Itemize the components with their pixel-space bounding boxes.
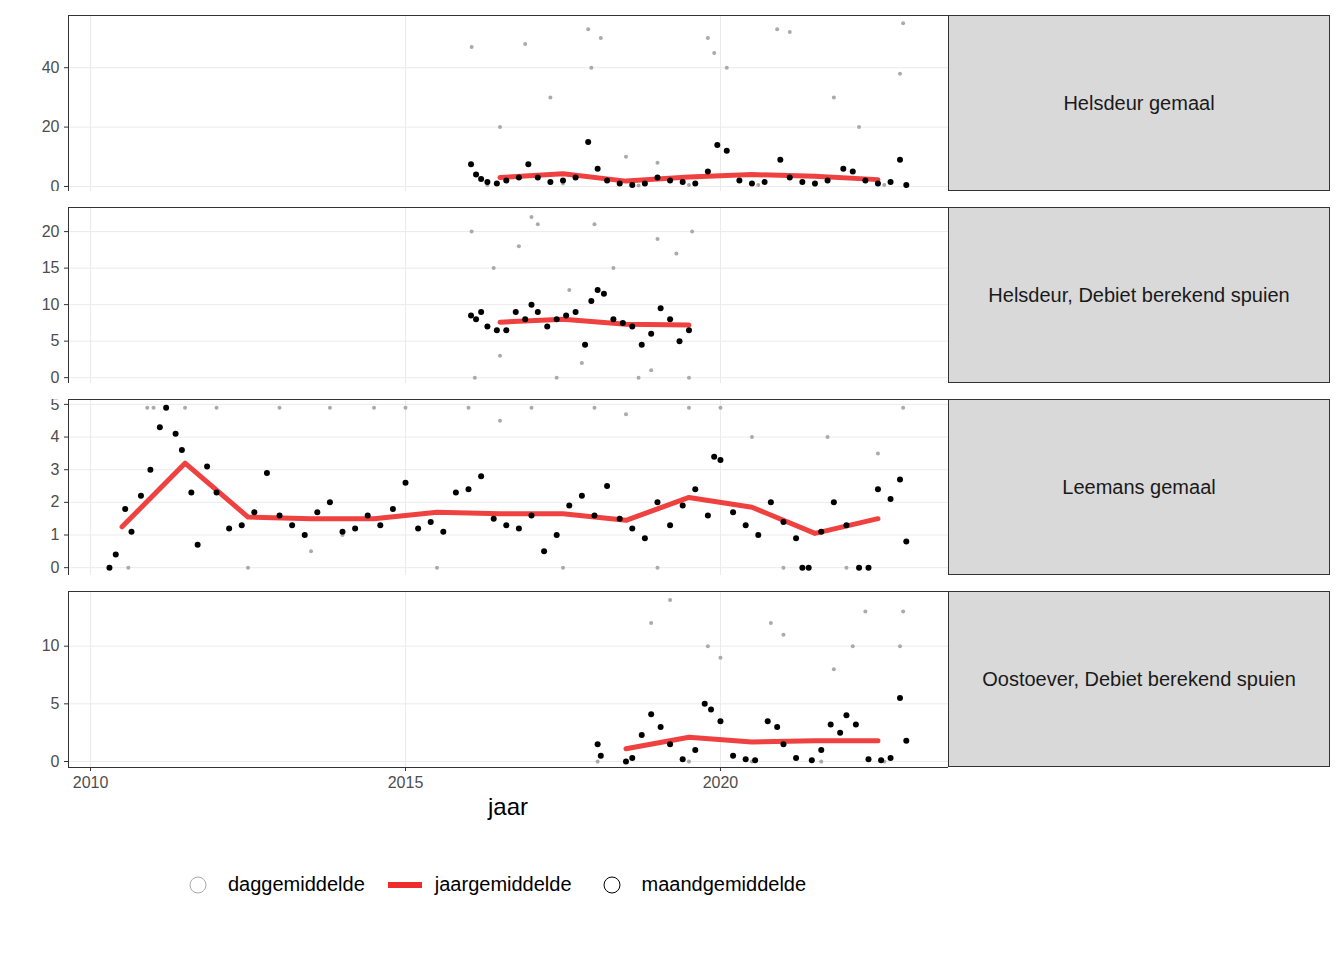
svg-text:4: 4	[51, 428, 60, 445]
html-text:jaar: jaar	[488, 793, 528, 820]
svg-text:3: 3	[51, 461, 60, 478]
svg-text:20: 20	[42, 118, 60, 135]
html-text:Oostoever, Debiet berekend spu: Oostoever, Debiet berekend spuien	[982, 667, 1296, 690]
svg-text:1: 1	[51, 526, 60, 543]
html-text:daggemiddelde: daggemiddelde	[228, 873, 365, 895]
html-text:Helsdeur gemaal: Helsdeur gemaal	[1063, 91, 1215, 114]
html-text:Leemans gemaal: Leemans gemaal	[1062, 475, 1216, 498]
svg-text:0: 0	[51, 369, 60, 383]
html-text:Helsdeur, Debiet berekend spui: Helsdeur, Debiet berekend spuien	[988, 283, 1290, 306]
svg-text:0: 0	[51, 559, 60, 575]
svg-text:20: 20	[42, 223, 60, 240]
svg-text:0: 0	[51, 178, 60, 191]
svg-text:2010: 2010	[73, 774, 109, 791]
svg-text:15: 15	[42, 259, 60, 276]
svg-text:10: 10	[42, 296, 60, 313]
svg-text:5: 5	[51, 332, 60, 349]
svg-text:10: 10	[42, 637, 60, 654]
svg-text:40: 40	[42, 59, 60, 76]
svg-text:2: 2	[51, 493, 60, 510]
svg-text:5: 5	[51, 695, 60, 712]
html-text:jaargemiddelde: jaargemiddelde	[434, 873, 572, 895]
svg-text:0: 0	[51, 753, 60, 770]
svg-text:2015: 2015	[388, 774, 424, 791]
html-text:maandgemiddelde: maandgemiddelde	[641, 873, 807, 895]
svg-text:2020: 2020	[703, 774, 739, 791]
svg-text:5: 5	[51, 399, 60, 413]
